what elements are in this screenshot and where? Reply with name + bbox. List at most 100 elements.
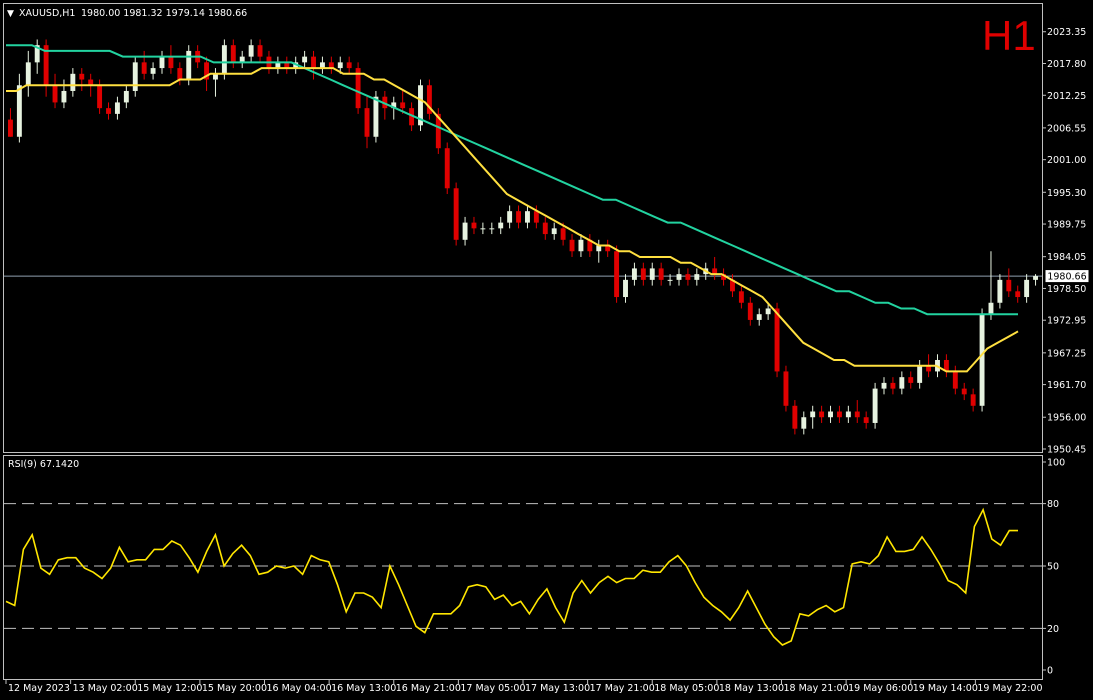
candle-bear [364, 108, 370, 137]
candle-bull [1024, 279, 1030, 298]
time-tick-label: 16 May 21:00 [396, 683, 461, 694]
price-tick-label: 1995.30 [1047, 188, 1086, 199]
current-price-tag [1044, 269, 1090, 284]
price-tick-label: 1967.25 [1047, 348, 1086, 359]
candle-bull [694, 274, 700, 280]
time-axis: 12 May 2023 13 May 02:00 15 May 12:00 15 Ma… [5, 679, 1043, 694]
price-axis: 2023.35 2017.80 2012.25 2006.55 2001.00 1995.… [1042, 27, 1086, 456]
time-tick-label: 12 May 2023 [8, 683, 70, 694]
candle-bull [275, 62, 281, 69]
candle-bear [43, 45, 49, 86]
candle-bull [667, 279, 673, 281]
candle-bear [783, 371, 789, 406]
rsi-tick-label: 20 [1047, 624, 1059, 635]
candle-bull [801, 417, 807, 429]
candle-bull [213, 73, 218, 80]
candle-bull [551, 228, 557, 235]
time-tick-label: 17 May 21:00 [590, 683, 655, 694]
candle-bull [845, 411, 851, 418]
candle-bull [525, 211, 530, 223]
candle-bull [810, 411, 816, 418]
price-tick-label: 1989.75 [1047, 220, 1086, 231]
candle-bear [721, 274, 727, 280]
candle-bear [284, 62, 290, 69]
candle-bull [872, 388, 878, 423]
candle-bear [774, 308, 780, 372]
price-tick-label: 1956.00 [1047, 413, 1086, 424]
candle-bear [836, 411, 842, 418]
candle-bear [1015, 291, 1021, 298]
candle-bear [230, 45, 236, 63]
price-tick-label: 1961.70 [1047, 380, 1086, 391]
candle-bull [391, 102, 397, 109]
price-tick-label: 1972.95 [1047, 316, 1086, 327]
candle-bear [471, 222, 477, 229]
moving-average-slow [6, 44, 1018, 316]
candle-bear [569, 239, 575, 252]
price-tick-label: 1984.05 [1047, 252, 1086, 263]
candle-bear [88, 79, 94, 86]
price-tick-label: 2023.35 [1047, 27, 1086, 38]
time-tick-label: 16 May 13:00 [331, 683, 396, 694]
price-tick-label: 2006.55 [1047, 123, 1086, 134]
chart-menu-arrow-icon[interactable]: ▼ [7, 9, 14, 19]
rsi-tick-label: 80 [1047, 499, 1059, 510]
candle-bear [685, 274, 691, 280]
time-tick-label: 15 May 12:00 [137, 683, 202, 694]
time-tick-label: 18 May 05:00 [654, 683, 719, 694]
candle-bull [319, 62, 325, 69]
candle-bull [596, 245, 602, 252]
candle-bear [952, 371, 958, 389]
candle-bear [1006, 279, 1012, 292]
candle-bear [890, 382, 896, 389]
candle-bear [587, 239, 593, 252]
time-tick-label: 18 May 21:00 [784, 683, 849, 694]
candle-bull [418, 85, 423, 126]
candle-bear [409, 108, 415, 126]
candle-bull [507, 211, 513, 223]
candle-bull [337, 62, 343, 69]
time-tick-label: 19 May 22:00 [977, 683, 1042, 694]
candle-bull [302, 56, 308, 63]
candle-bear [542, 222, 548, 235]
time-tick-label: 17 May 05:00 [460, 683, 525, 694]
candle-bear [961, 388, 967, 395]
candle-bear [400, 102, 406, 109]
candle-bear [819, 411, 825, 418]
candle-bull [159, 56, 165, 69]
candle-bear [355, 68, 361, 109]
candle-bull [498, 222, 504, 229]
candle-bear [908, 377, 914, 383]
candle-bear [792, 405, 798, 429]
candle-bear [328, 62, 334, 69]
candle-bear [106, 108, 111, 114]
candle-bull [578, 239, 584, 252]
candle-bear [444, 148, 450, 189]
candle-bear [435, 113, 441, 149]
candle-bear [730, 279, 735, 292]
candle-bear [560, 228, 566, 240]
candle-bear [533, 211, 539, 223]
price-tick-label: 1978.50 [1047, 284, 1086, 295]
candle-bull [70, 73, 76, 91]
candle-bull [899, 377, 905, 389]
rsi-title: RSI(9) 67.1420 [8, 459, 79, 470]
candle-bull [16, 85, 22, 137]
time-tick-label: 16 May 04:00 [267, 683, 332, 694]
price-tick-label: 2001.00 [1047, 155, 1086, 166]
candle-bull [917, 365, 923, 383]
time-tick-label: 19 May 14:00 [913, 683, 978, 694]
candle-bull [828, 411, 833, 418]
candle-bear [640, 268, 646, 280]
candle-bear [943, 359, 949, 372]
rsi-tick-label: 50 [1047, 562, 1059, 573]
ohlc-readout: 1980.00 1981.32 1979.14 1980.66 [81, 8, 247, 19]
price-tick-label: 2017.80 [1047, 59, 1086, 70]
candle-bull [114, 102, 120, 114]
current-price-label: 1980.66 [1047, 272, 1086, 283]
candle-bull [676, 274, 682, 280]
candle-bull [649, 268, 655, 280]
candle-bull [373, 96, 379, 137]
candle-bear [8, 119, 13, 137]
